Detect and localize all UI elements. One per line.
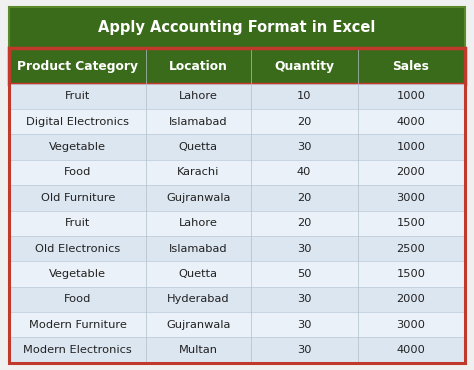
Bar <box>9 337 465 363</box>
Text: Food: Food <box>64 294 91 304</box>
Text: Food: Food <box>64 168 91 178</box>
Text: Gujranwala: Gujranwala <box>166 193 230 203</box>
Text: Lahore: Lahore <box>179 91 218 101</box>
Text: Gujranwala: Gujranwala <box>166 320 230 330</box>
Bar <box>9 286 465 312</box>
Text: Quetta: Quetta <box>179 269 218 279</box>
Text: 20: 20 <box>297 218 311 228</box>
Text: Karachi: Karachi <box>177 168 219 178</box>
Text: Vegetable: Vegetable <box>49 142 106 152</box>
Text: Product Category: Product Category <box>17 60 138 73</box>
Text: 2000: 2000 <box>397 168 426 178</box>
Text: Sales: Sales <box>392 60 429 73</box>
Text: 50: 50 <box>297 269 311 279</box>
Text: 30: 30 <box>297 345 311 355</box>
Text: Islamabad: Islamabad <box>169 243 228 253</box>
Text: Digital Electronics: Digital Electronics <box>26 117 129 127</box>
Text: Modern Electronics: Modern Electronics <box>23 345 132 355</box>
Bar <box>9 48 465 84</box>
Bar <box>9 134 465 160</box>
Text: 10: 10 <box>297 91 311 101</box>
Text: Lahore: Lahore <box>179 218 218 228</box>
Text: Fruit: Fruit <box>65 91 91 101</box>
Text: 1500: 1500 <box>397 269 426 279</box>
Text: 30: 30 <box>297 243 311 253</box>
Bar <box>9 312 465 337</box>
Bar <box>9 160 465 185</box>
Bar <box>9 48 465 363</box>
Text: 30: 30 <box>297 142 311 152</box>
Bar <box>9 185 465 211</box>
Text: Quetta: Quetta <box>179 142 218 152</box>
Text: 3000: 3000 <box>397 193 426 203</box>
Text: 30: 30 <box>297 294 311 304</box>
Text: Vegetable: Vegetable <box>49 269 106 279</box>
Text: 2500: 2500 <box>397 243 426 253</box>
Text: 20: 20 <box>297 117 311 127</box>
Text: 2000: 2000 <box>397 294 426 304</box>
Text: 40: 40 <box>297 168 311 178</box>
Text: 1000: 1000 <box>397 91 426 101</box>
Text: Old Electronics: Old Electronics <box>35 243 120 253</box>
Text: 4000: 4000 <box>397 117 426 127</box>
Bar <box>9 109 465 134</box>
Text: Quantity: Quantity <box>274 60 334 73</box>
Text: Fruit: Fruit <box>65 218 91 228</box>
Text: 1000: 1000 <box>397 142 426 152</box>
Text: 3000: 3000 <box>397 320 426 330</box>
Bar <box>9 211 465 236</box>
Text: 4000: 4000 <box>397 345 426 355</box>
Text: Modern Furniture: Modern Furniture <box>29 320 127 330</box>
Text: Location: Location <box>169 60 228 73</box>
Text: Old Furniture: Old Furniture <box>41 193 115 203</box>
Text: Islamabad: Islamabad <box>169 117 228 127</box>
Bar <box>9 7 465 48</box>
Bar <box>9 261 465 286</box>
Bar <box>9 236 465 261</box>
Text: Apply Accounting Format in Excel: Apply Accounting Format in Excel <box>98 20 376 35</box>
Text: 20: 20 <box>297 193 311 203</box>
Text: Multan: Multan <box>179 345 218 355</box>
Text: Hyderabad: Hyderabad <box>167 294 229 304</box>
Text: 30: 30 <box>297 320 311 330</box>
Text: 1500: 1500 <box>397 218 426 228</box>
Bar <box>9 84 465 109</box>
